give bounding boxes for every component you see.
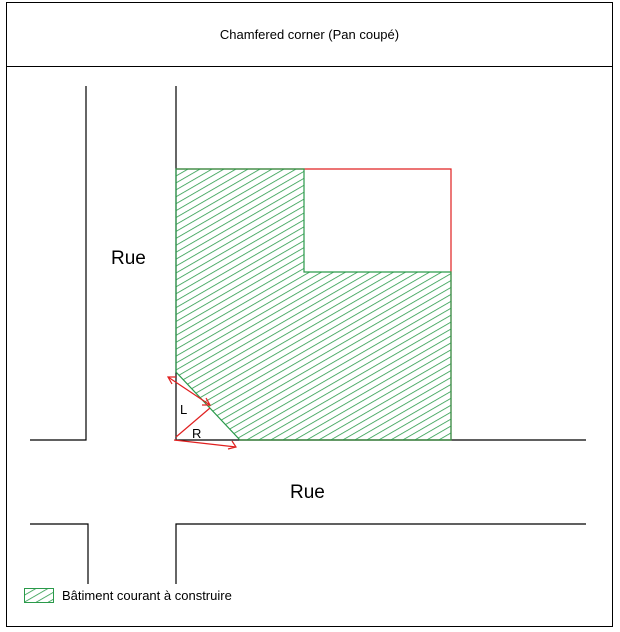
street-edge-lower-left	[30, 523, 89, 584]
dimension-line-l	[167, 376, 211, 406]
dimension-line-diagonal	[175, 407, 211, 438]
street-label-horizontal: Rue	[290, 482, 325, 503]
dimension-line-r	[173, 439, 237, 448]
chamfer-label: R	[192, 426, 201, 441]
street-edge-lower-right	[175, 523, 586, 584]
arrowhead-r-end	[227, 440, 237, 450]
diagram-title: Chamfered corner (Pan coupé)	[219, 27, 400, 42]
legend-label: Bâtiment courant à construire	[62, 588, 232, 603]
title-bar: Chamfered corner (Pan coupé)	[7, 3, 612, 67]
street-edge-left	[30, 86, 87, 441]
chamfer-dimensions	[166, 376, 237, 450]
building-footprint	[175, 168, 452, 441]
arrowhead-l-start	[166, 376, 176, 385]
arrowhead-l-end	[202, 397, 212, 406]
leg-label: L	[180, 402, 187, 417]
legend: Bâtiment courant à construire	[24, 588, 232, 603]
legend-hatch-swatch	[24, 588, 54, 603]
street-label-vertical: Rue	[111, 248, 146, 269]
